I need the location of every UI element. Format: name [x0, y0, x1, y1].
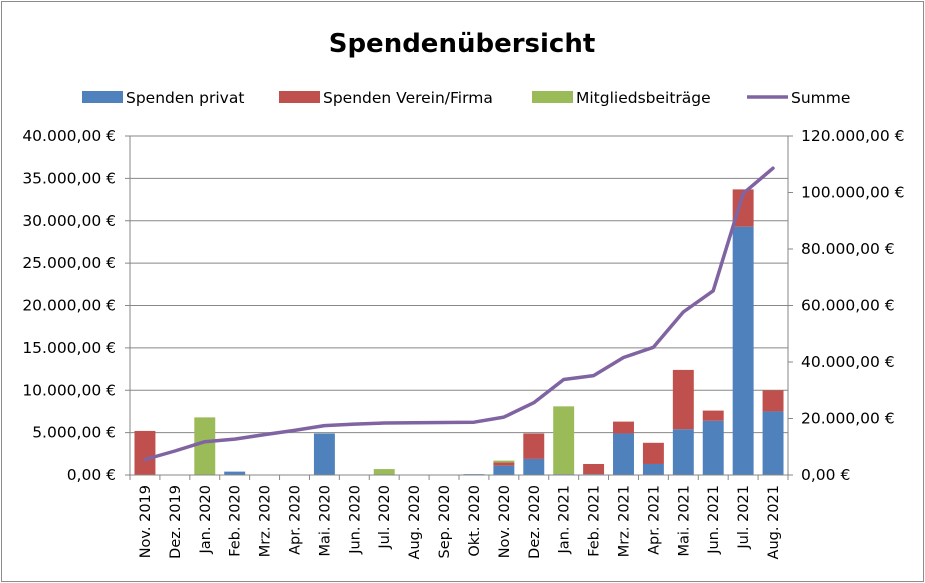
y-left-tick-label: 5.000,00 € [32, 424, 116, 442]
legend-item-mitgliedsbeiträge: Mitgliedsbeiträge [532, 89, 711, 107]
bar-mitgliedsbeiträge-nov-2020 [493, 460, 515, 463]
x-tick-label: Jun. 2021 [706, 485, 722, 555]
y-right-tick-label: 100.000,00 € [801, 184, 905, 202]
y-left-tick-label: 10.000,00 € [22, 381, 116, 399]
summe-line [143, 166, 775, 462]
legend-swatch [532, 91, 573, 103]
bar-spenden-privat-dez-2020 [523, 458, 545, 475]
x-tick-label: Jan. 2020 [198, 485, 214, 554]
bar-spenden-verein-firma-apr-2021 [642, 442, 664, 464]
x-tick-label: Jul. 2020 [377, 485, 393, 550]
bar-spenden-verein-firma-jul-2021 [732, 189, 754, 227]
y-right-tick-label: 0,00 € [801, 466, 850, 484]
x-tick-label: Aug. 2021 [766, 485, 782, 559]
y-right-tick-label: 120.000,00 € [801, 127, 905, 145]
legend-item-spenden-verein-firma: Spenden Verein/Firma [279, 89, 493, 107]
y-right-tick-label: 20.000,00 € [801, 410, 895, 428]
bar-spenden-privat-mai-2020 [313, 433, 335, 475]
legend-swatch [82, 91, 123, 103]
legend-label: Mitgliedsbeiträge [576, 89, 711, 107]
bar-spenden-verein-firma-nov-2020 [493, 462, 515, 466]
y-left-tick-label: 20.000,00 € [22, 297, 116, 315]
x-tick-label: Jan. 2021 [557, 485, 573, 554]
y-right-tick-label: 80.000,00 € [801, 240, 895, 258]
legend-label: Spenden Verein/Firma [323, 89, 493, 107]
bar-spenden-verein-firma-mrz-2021 [613, 421, 634, 434]
y-left-tick-label: 0,00 € [67, 466, 116, 484]
x-tick-label: Feb. 2020 [228, 485, 244, 557]
y-left-tick-label: 15.000,00 € [22, 339, 116, 357]
y-left-tick-label: 25.000,00 € [22, 254, 116, 272]
legend-item-spenden-privat: Spenden privat [82, 89, 244, 107]
bar-spenden-privat-feb-2020 [224, 471, 246, 475]
x-tick-label: Mrz. 2020 [258, 485, 274, 557]
bar-spenden-verein-firma-aug-2021 [762, 390, 784, 412]
bar-spenden-verein-firma-feb-2021 [583, 463, 605, 475]
y-left-tick-label: 30.000,00 € [22, 212, 116, 230]
legend: Spenden privat Spenden Verein/Firma Mitgli… [82, 89, 850, 107]
x-tick-label: Dez. 2019 [168, 485, 184, 559]
bar-mitgliedsbeiträge-jan-2020 [194, 417, 216, 475]
x-tick-label: Jun. 2020 [347, 485, 363, 555]
x-tick-label: Apr. 2020 [288, 485, 304, 555]
bar-spenden-privat-jul-2021 [732, 226, 754, 475]
bars [134, 189, 784, 475]
x-tick-labels: Nov. 2019 Dez. 2019 Jan. 2020 Feb. 2020 Mrz.… [138, 485, 782, 559]
line-summe [143, 166, 775, 462]
x-tick-label: Dez. 2020 [527, 485, 543, 559]
legend-label: Summe [791, 89, 850, 107]
chart-title: Spendenübersicht [329, 29, 596, 59]
y-right-tick-label: 40.000,00 € [801, 353, 895, 371]
axes [125, 135, 793, 480]
x-tick-label: Mai. 2021 [676, 485, 692, 557]
bar-spenden-privat-jun-2021 [702, 420, 724, 475]
legend-swatch [279, 91, 320, 103]
bar-spenden-privat-mai-2021 [672, 429, 694, 475]
x-tick-label: Aug. 2020 [407, 485, 423, 559]
x-tick-label: Apr. 2021 [646, 485, 662, 555]
bar-spenden-privat-mrz-2021 [613, 433, 634, 475]
x-tick-label: Sep. 2020 [437, 485, 453, 558]
x-tick-label: Feb. 2021 [587, 485, 603, 557]
bar-spenden-privat-apr-2021 [642, 463, 664, 475]
y-left-tick-label: 35.000,00 € [22, 169, 116, 187]
bar-spenden-verein-firma-mai-2021 [672, 369, 694, 430]
y-right-tick-label: 60.000,00 € [801, 297, 895, 315]
y-tick-labels: 0,00 € 5.000,00 € 10.000,00 € 15.000,00 € 20… [22, 127, 904, 484]
bar-mitgliedsbeiträge-jan-2021 [553, 406, 575, 475]
legend-item-summe: Summe [747, 89, 850, 107]
bar-spenden-privat-aug-2021 [762, 411, 784, 475]
legend-label: Spenden privat [126, 89, 244, 107]
bar-spenden-privat-nov-2020 [493, 465, 515, 475]
x-tick-label: Nov. 2020 [497, 485, 513, 558]
y-left-tick-label: 40.000,00 € [22, 127, 116, 145]
x-tick-label: Mai. 2020 [317, 485, 333, 557]
bar-spenden-verein-firma-jun-2021 [702, 410, 724, 421]
x-tick-label: Jul. 2021 [736, 485, 752, 550]
x-tick-label: Mrz. 2021 [617, 485, 633, 557]
x-tick-label: Okt. 2020 [467, 485, 483, 557]
x-tick-label: Nov. 2019 [138, 485, 154, 558]
gridlines [130, 135, 788, 434]
bar-spenden-verein-firma-dez-2020 [523, 433, 545, 459]
bar-mitgliedsbeiträge-jul-2020 [373, 469, 395, 475]
bar-spenden-verein-firma-nov-2019 [134, 430, 156, 475]
